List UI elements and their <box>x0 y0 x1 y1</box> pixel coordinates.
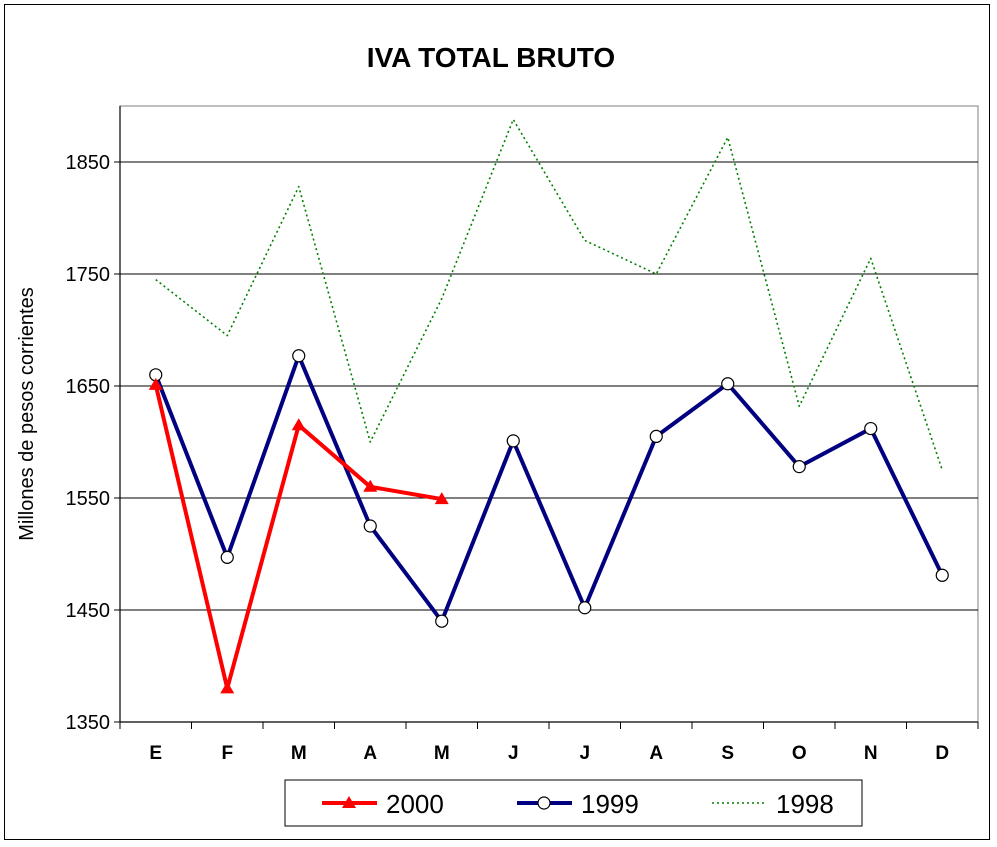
legend-item-1999: 1999 <box>517 789 639 819</box>
legend-label-1999: 1999 <box>581 789 639 819</box>
y-tick-label: 1850 <box>66 152 111 174</box>
x-tick-label: A <box>363 743 377 764</box>
plot-area <box>119 105 979 723</box>
y-tick-label: 1750 <box>66 264 111 286</box>
data-point-1999 <box>506 434 520 448</box>
legend: 2000 1999 1998 <box>284 779 863 827</box>
x-tick-label: S <box>721 743 734 764</box>
legend-marker-1999 <box>537 796 551 810</box>
x-tick-label: A <box>649 743 663 764</box>
x-tick-label: N <box>864 743 878 764</box>
data-point-2000 <box>291 418 306 431</box>
y-tick-label: 1450 <box>66 600 111 622</box>
gridlines <box>120 161 978 611</box>
data-point-1999 <box>363 519 377 533</box>
data-point-1999 <box>935 568 949 582</box>
legend-label-1998: 1998 <box>776 789 834 819</box>
legend-label-2000: 2000 <box>386 789 444 819</box>
y-tick-label: 1550 <box>66 488 111 510</box>
x-tick-label: J <box>579 743 590 764</box>
legend-item-2000: 2000 <box>322 789 444 819</box>
data-point-1999 <box>721 377 735 391</box>
x-tick-label: J <box>508 743 519 764</box>
legend-item-1998: 1998 <box>712 789 834 819</box>
y-tick-label: 1350 <box>66 712 111 734</box>
data-point-1999 <box>578 601 592 615</box>
chart-title: IVA TOTAL BRUTO <box>367 42 615 73</box>
x-tick-label: O <box>792 743 807 764</box>
legend-marker-2000 <box>342 796 356 808</box>
y-tick-label: 1650 <box>66 376 111 398</box>
series-1999 <box>149 349 949 628</box>
y-axis-ticks: 1350 1450 1550 1650 1750 1850 <box>66 152 120 734</box>
legend-items: 2000 1999 1998 <box>322 789 834 819</box>
x-tick-label: E <box>149 743 162 764</box>
series-line-1999 <box>153 353 945 624</box>
data-point-1999 <box>220 550 234 564</box>
data-point-1999 <box>292 349 306 363</box>
x-tick-label: F <box>221 743 233 764</box>
x-tick-label: M <box>291 743 307 764</box>
data-point-2000 <box>434 492 449 505</box>
data-point-2000 <box>363 479 378 492</box>
data-point-1999 <box>649 429 663 443</box>
data-point-2000 <box>220 681 235 694</box>
data-point-2000 <box>148 377 163 390</box>
y-axis-label: Millones de pesos corrientes <box>16 287 38 540</box>
series-layer <box>148 118 949 694</box>
data-point-1999 <box>864 421 878 436</box>
x-tick-label: M <box>434 743 450 764</box>
data-point-1999 <box>792 460 806 474</box>
data-point-1999 <box>435 614 449 628</box>
x-tick-label: D <box>935 743 949 764</box>
legend-box <box>284 779 863 827</box>
series-2000 <box>148 377 449 694</box>
